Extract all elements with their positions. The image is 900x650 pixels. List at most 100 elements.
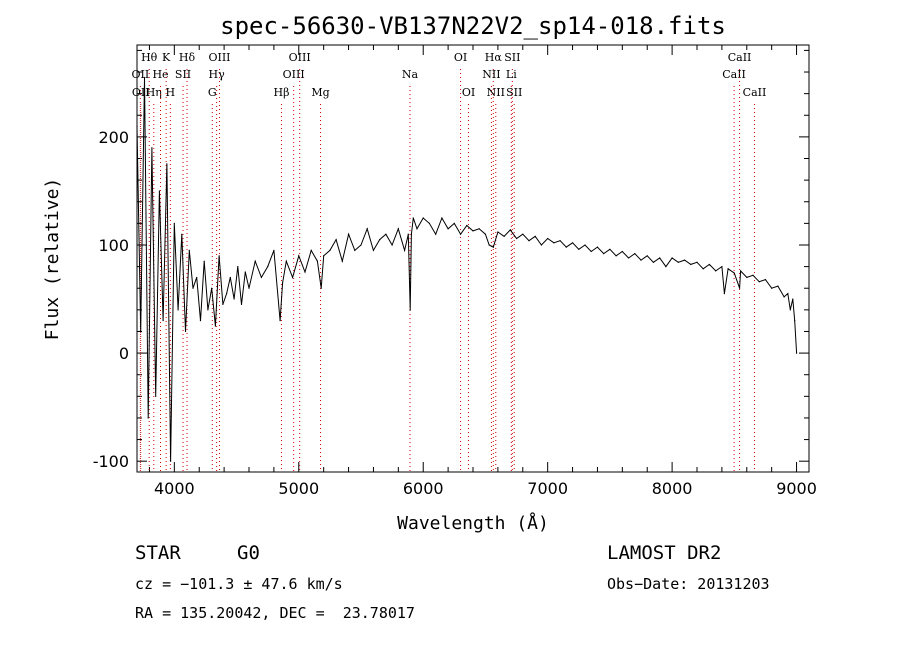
spectrum-point <box>503 235 505 237</box>
spectrum-point <box>428 222 431 224</box>
spectrum-point <box>170 460 172 462</box>
spectrum-point <box>304 271 306 273</box>
spectrum-point <box>240 303 243 306</box>
spectrum-point <box>248 287 250 289</box>
spectrum-point <box>254 260 256 262</box>
line-marker-label: SII <box>504 51 520 64</box>
line-marker-label: Na <box>402 68 419 81</box>
spectrum-point <box>140 330 142 333</box>
spectrum-point <box>379 238 381 241</box>
line-marker-label: He <box>152 68 168 81</box>
line-marker-label: Mg <box>311 86 329 99</box>
spectrum-point <box>792 298 794 300</box>
spectrum-point <box>652 261 655 263</box>
spectrum-point <box>534 235 536 237</box>
spectrum-line <box>136 77 798 462</box>
spectrum-point <box>181 233 183 235</box>
spectrum-point <box>603 253 605 255</box>
line-marker-label: Hδ <box>179 51 196 64</box>
spectrum-point <box>472 230 474 232</box>
spectrum-point <box>515 237 518 240</box>
spectrum-point <box>391 244 393 246</box>
spectrum-point <box>615 255 617 257</box>
spectrum-point <box>553 242 555 244</box>
x-tick-label: 9000 <box>776 479 817 498</box>
spectrum-point <box>229 276 231 279</box>
x-axis-label: Wavelength (Å) <box>397 512 549 534</box>
spectrum-point <box>366 228 368 230</box>
spectrum-point <box>237 266 239 268</box>
spectrum-point <box>323 255 325 257</box>
x-tick-label: 8000 <box>652 479 693 498</box>
spectrum-point <box>441 217 443 219</box>
spectrum-point <box>136 125 138 127</box>
x-tick-label: 6000 <box>403 479 444 498</box>
spectrum-point <box>721 266 723 268</box>
line-marker-label: CaII <box>743 86 767 99</box>
spectrum-point <box>565 246 567 248</box>
spectrum-point <box>671 257 673 259</box>
spectrum-point <box>690 263 692 266</box>
spectrum-point <box>609 248 611 250</box>
spectrum-point <box>354 249 356 251</box>
spectrum-point <box>547 237 549 240</box>
spectrum-point <box>783 296 785 298</box>
coordinates: RA = 135.20042, DEC = 23.78017 <box>135 604 415 622</box>
spectrum-point <box>634 253 636 255</box>
spectrum-point <box>173 222 175 224</box>
spectrum-point <box>646 255 648 257</box>
line-marker-label: Li <box>506 68 517 81</box>
spectrum-point <box>151 147 153 149</box>
y-tick-label: 100 <box>98 236 129 255</box>
spectrum-point <box>677 261 679 263</box>
spectrum-point <box>723 293 725 295</box>
line-marker-label: CaII <box>722 68 746 81</box>
spectrum-point <box>310 249 312 251</box>
spectrum-point <box>291 276 294 279</box>
spectrum-point <box>360 244 362 246</box>
spectrum-point <box>752 274 754 276</box>
spectrum-point <box>484 233 487 235</box>
spectrum-point <box>184 330 187 333</box>
spectrum-point <box>320 287 322 289</box>
line-marker-label: CaII <box>728 51 752 64</box>
spectrum-point <box>715 270 717 272</box>
spectrum-point <box>702 268 704 270</box>
spectrum-point <box>696 261 698 263</box>
spectrum-point <box>640 259 642 261</box>
y-tick-label: -100 <box>93 452 129 471</box>
spectrum-point <box>316 260 319 262</box>
spectrum-point <box>488 244 490 246</box>
spectrum-point <box>789 309 791 311</box>
spectrum-point <box>166 163 168 165</box>
spectrum-point <box>787 293 789 295</box>
spectrum-point <box>222 303 224 306</box>
line-marker-label: OI <box>454 51 467 64</box>
spectrum-point <box>590 250 592 253</box>
spectrum-point <box>285 260 287 262</box>
spectrum-point <box>192 287 194 289</box>
spectrum-point <box>771 287 773 289</box>
spectrum-point <box>188 249 190 251</box>
spectrum-point <box>466 224 468 227</box>
spectrum-point <box>162 320 164 322</box>
line-marker-label: Hβ <box>274 86 290 99</box>
spectrum-point <box>453 222 455 224</box>
spectrum-point <box>397 228 399 230</box>
spectrum-point <box>177 309 179 311</box>
spectrum-point <box>794 320 796 322</box>
y-tick-label: 200 <box>98 128 129 147</box>
object-subclass: G0 <box>237 542 260 564</box>
spectrum-point <box>372 249 375 251</box>
spectrum-point <box>509 229 511 231</box>
line-marker-label: Hθ <box>141 51 158 64</box>
spectrum-point <box>708 263 711 266</box>
spectrum-point <box>260 276 263 279</box>
spectrum-point <box>196 276 198 279</box>
line-marker-label: Hη <box>146 86 162 99</box>
spectrum-point <box>571 242 574 244</box>
spectrum-point <box>584 244 586 246</box>
spectrum-point <box>540 244 543 246</box>
spectrum-point <box>522 233 524 235</box>
line-marker-label: Hγ <box>209 68 226 81</box>
